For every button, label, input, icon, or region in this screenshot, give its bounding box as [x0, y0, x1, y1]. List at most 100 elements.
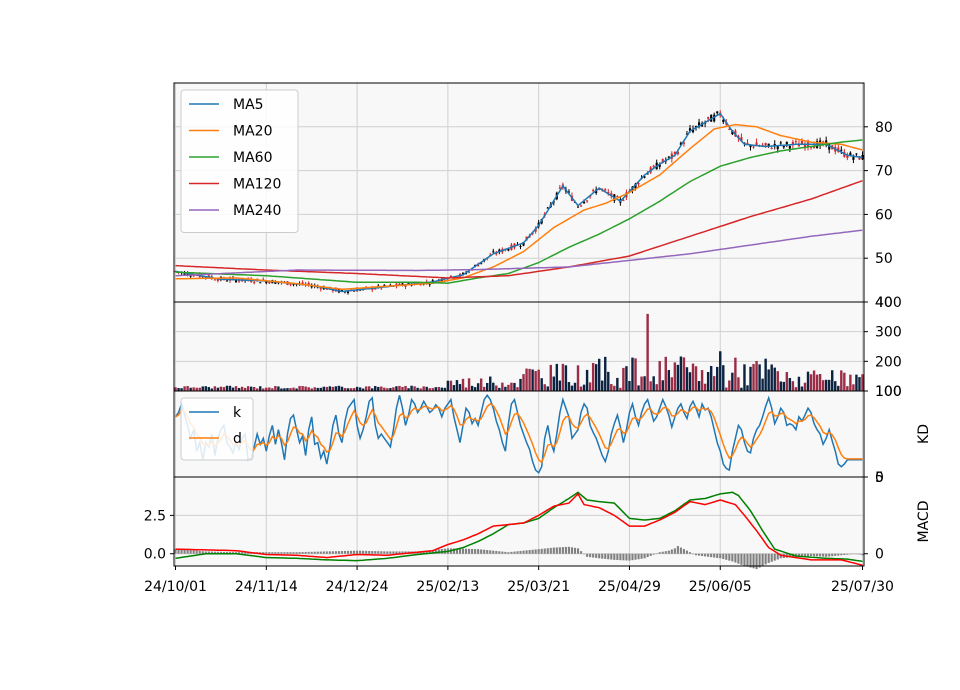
volume-bar: [504, 386, 507, 391]
macd-hist-bar: [637, 553, 640, 560]
volume-bar: [277, 386, 280, 391]
volume-bar: [449, 380, 453, 391]
macd-hist-bar: [673, 548, 676, 554]
volume-bar: [510, 382, 513, 391]
candle-body: [676, 151, 679, 155]
volume-bar: [486, 382, 489, 391]
volume-bar: [367, 386, 371, 391]
volume-bar: [343, 387, 347, 391]
volume-bar: [364, 386, 368, 391]
macd-hist-bar: [546, 548, 549, 554]
volume-bar: [576, 365, 580, 391]
candle-body: [546, 207, 549, 209]
macd-hist-bar: [776, 553, 779, 560]
volume-bar: [186, 386, 189, 391]
volume-bar: [410, 385, 413, 391]
volume-bar: [501, 382, 504, 391]
candle-body: [404, 285, 407, 287]
volume-bar: [719, 351, 722, 391]
macd-hist-bar: [809, 553, 813, 557]
y-tick-label-left: 2.5: [144, 508, 166, 524]
macd-hist-bar: [286, 552, 289, 554]
volume-bar: [443, 387, 447, 391]
macd-hist-bar: [398, 551, 401, 554]
candle-body: [646, 173, 649, 175]
candle-body: [688, 128, 692, 132]
volume-bar: [310, 388, 313, 391]
volume-bar: [594, 364, 598, 391]
legend: kd: [180, 397, 254, 461]
macd-hist-bar: [383, 551, 386, 554]
candle-body: [592, 190, 595, 192]
volume-bar: [289, 388, 292, 391]
macd-hist-bar: [752, 553, 755, 569]
volume-bar: [761, 378, 764, 391]
macd-hist-bar: [806, 553, 810, 557]
macd-hist-bar: [773, 553, 776, 561]
macd-hist-bar: [740, 553, 743, 565]
volume-bar: [643, 376, 646, 391]
volume-bar: [712, 376, 716, 391]
volume-bar: [716, 366, 719, 391]
macd-hist-bar: [743, 553, 746, 566]
volume-bar: [746, 385, 749, 391]
macd-hist-bar: [770, 553, 773, 562]
panel-MACD: 050.02.5 MACD: [144, 470, 932, 570]
macd-hist-bar: [688, 552, 692, 554]
macd-hist-bar: [325, 551, 328, 554]
volume-bar: [495, 385, 498, 391]
macd-hist-bar: [825, 553, 828, 557]
candle-body: [743, 142, 746, 144]
volume-bar: [667, 370, 671, 391]
macd-hist-bar: [319, 551, 322, 554]
candle-body: [791, 141, 794, 145]
candle-body: [846, 154, 849, 158]
candle-body: [586, 200, 589, 202]
volume-bar: [352, 388, 356, 391]
macd-hist-bar: [761, 553, 764, 566]
candle-body: [773, 143, 776, 146]
volume-bar: [216, 387, 220, 391]
macd-hist-bar: [716, 553, 719, 558]
volume-bar: [201, 386, 204, 391]
macd-hist-bar: [274, 552, 277, 554]
macd-hist-bar: [468, 548, 471, 554]
macd-hist-bar: [531, 549, 534, 554]
macd-hist-bar: [725, 553, 728, 560]
volume-bar: [225, 385, 229, 391]
volume-bar: [198, 387, 201, 391]
volume-bar: [180, 388, 183, 391]
macd-hist-bar: [483, 549, 486, 554]
candle-body: [519, 246, 522, 248]
candle-body: [749, 144, 752, 148]
volume-bar: [661, 380, 664, 391]
candle-body: [310, 285, 313, 288]
macd-hist-bar: [834, 553, 837, 556]
y-tick-label: 50: [875, 251, 893, 267]
macd-hist-bar: [331, 551, 334, 554]
candle-body: [691, 128, 695, 133]
candle-body: [449, 275, 452, 278]
volume-bar: [419, 388, 422, 391]
volume-bar: [555, 363, 559, 391]
macd-hist-bar: [746, 553, 749, 567]
candle-body: [495, 253, 498, 255]
candle-body: [340, 289, 344, 292]
macd-hist-bar: [849, 553, 852, 555]
macd-hist-bar: [658, 552, 661, 554]
volume-bar: [446, 380, 450, 391]
line-ma240: [175, 229, 863, 277]
macd-hist-bar: [292, 552, 295, 554]
macd-hist-bar: [861, 553, 864, 556]
macd-hist-bar: [377, 551, 380, 554]
macd-hist-bar: [655, 553, 658, 554]
line-d: [175, 402, 863, 464]
macd-hist-bar: [734, 553, 737, 563]
candle-body: [755, 142, 758, 146]
volume-bar: [794, 387, 798, 391]
volume-bar: [452, 385, 456, 391]
macd-hist-bar: [313, 551, 316, 554]
volume-bar: [183, 386, 186, 391]
volume-bar: [755, 360, 758, 391]
volume-bar: [564, 365, 568, 391]
